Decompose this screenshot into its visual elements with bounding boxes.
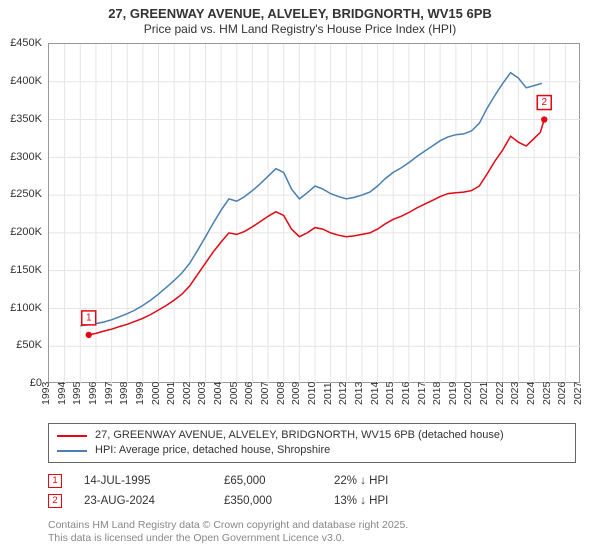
x-tick-label: 2000 [150,382,162,405]
x-tick-label: 1993 [40,382,52,405]
plot-area: 12 [48,43,580,383]
legend-label: 27, GREENWAY AVENUE, ALVELEY, BRIDGNORTH… [95,428,504,443]
y-tick-label: £250K [10,188,42,200]
y-tick-label: £350K [10,113,42,125]
grid-vertical [65,44,566,384]
x-tick-label: 1995 [71,382,83,405]
figure: 27, GREENWAY AVENUE, ALVELEY, BRIDGNORTH… [0,0,600,560]
x-tick-label: 2010 [306,382,318,405]
y-tick-label: £200K [10,226,42,238]
point-date: 23-AUG-2024 [84,495,224,507]
x-tick-label: 2015 [384,382,396,405]
x-tick-label: 2004 [212,382,224,405]
x-tick-label: 2016 [400,382,412,405]
series-hpi-line [80,73,542,326]
x-tick-label: 2022 [494,382,506,405]
x-tick-label: 2017 [416,382,428,405]
x-tick-label: 2024 [525,382,537,405]
legend: 27, GREENWAY AVENUE, ALVELEY, BRIDGNORTH… [48,423,576,463]
marker-number: 2 [541,97,547,108]
legend-item: HPI: Average price, detached house, Shro… [57,443,567,458]
y-tick-label: £50K [16,339,42,351]
x-tick-label: 2007 [259,382,271,405]
legend-swatch [57,450,87,452]
legend-label: HPI: Average price, detached house, Shro… [95,443,330,458]
y-tick-label: £150K [10,264,42,276]
footnote: Contains HM Land Registry data © Crown c… [48,519,576,545]
legend-item: 27, GREENWAY AVENUE, ALVELEY, BRIDGNORTH… [57,428,567,443]
y-tick-label: £100K [10,302,42,314]
y-tick-label: £450K [10,37,42,49]
chart: £0£50K£100K£150K£200K£250K£300K£350K£400… [0,43,600,419]
x-tick-label: 2002 [181,382,193,405]
y-tick-label: £300K [10,151,42,163]
footnote-line2: This data is licensed under the Open Gov… [48,532,345,544]
point-price: £350,000 [224,495,334,507]
y-axis-labels: £0£50K£100K£150K£200K£250K£300K£350K£400… [0,43,45,383]
x-tick-label: 1998 [118,382,130,405]
y-tick-label: £400K [10,75,42,87]
x-tick-label: 2018 [431,382,443,405]
plot-svg: 12 [49,44,581,384]
x-tick-label: 1996 [87,382,99,405]
point-delta: 22% ↓ HPI [334,475,454,487]
x-tick-label: 2013 [353,382,365,405]
x-tick-label: 2005 [228,382,240,405]
x-tick-label: 2014 [369,382,381,405]
x-tick-label: 2020 [462,382,474,405]
marker-dot [541,117,547,123]
x-tick-label: 2012 [337,382,349,405]
title-sub: Price paid vs. HM Land Registry's House … [0,22,600,37]
x-tick-label: 2008 [275,382,287,405]
x-axis-labels: 1993199419951996199719981999200020012002… [48,385,580,419]
series-property-line [89,120,545,335]
point-badge: 2 [48,494,62,508]
x-tick-label: 2027 [572,382,584,405]
point-delta: 13% ↓ HPI [334,495,454,507]
point-price: £65,000 [224,475,334,487]
x-tick-label: 1994 [56,382,68,405]
x-tick-label: 2003 [196,382,208,405]
legend-swatch [57,435,87,437]
marker-dot [86,332,92,338]
x-tick-label: 2011 [322,383,334,406]
x-tick-label: 2001 [165,382,177,405]
x-tick-label: 1999 [134,382,146,405]
point-date: 14-JUL-1995 [84,475,224,487]
x-tick-label: 2021 [478,382,490,405]
title-main: 27, GREENWAY AVENUE, ALVELEY, BRIDGNORTH… [0,6,600,22]
marker-number: 1 [86,313,92,324]
footnote-line1: Contains HM Land Registry data © Crown c… [48,519,408,531]
points-row: 1 14-JUL-1995£65,00022% ↓ HPI [48,471,576,491]
markers: 12 [82,96,551,339]
x-tick-label: 2009 [290,382,302,405]
point-badge: 1 [48,474,62,488]
x-tick-label: 2025 [541,382,553,405]
x-tick-label: 2023 [509,382,521,405]
points-table: 1 14-JUL-1995£65,00022% ↓ HPI 2 23-AUG-2024… [48,471,576,511]
x-tick-label: 1997 [103,382,115,405]
x-tick-label: 2026 [556,382,568,405]
x-tick-label: 2006 [243,382,255,405]
points-row: 2 23-AUG-2024£350,00013% ↓ HPI [48,491,576,511]
titles: 27, GREENWAY AVENUE, ALVELEY, BRIDGNORTH… [0,0,600,37]
x-tick-label: 2019 [447,382,459,405]
